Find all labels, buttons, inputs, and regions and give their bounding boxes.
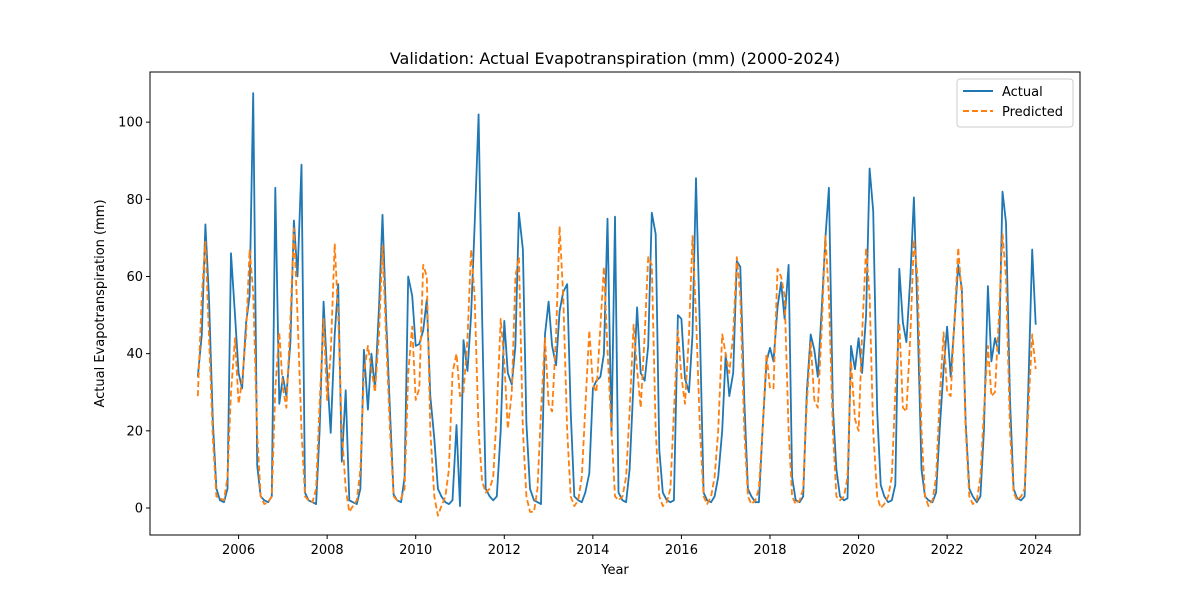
x-tick-label: 2012: [488, 543, 521, 558]
y-tick-label: 100: [118, 116, 143, 131]
legend: Actual Predicted: [956, 78, 1074, 128]
y-axis-label: Actual Evapotranspiration (mm): [93, 199, 108, 407]
y-tick-label: 60: [126, 270, 143, 285]
axes-border: [149, 71, 1081, 536]
chart-title: Validation: Actual Evapotranspiration (m…: [390, 49, 840, 68]
x-tick-label: 2024: [1019, 543, 1052, 558]
x-tick-label: 2008: [311, 543, 344, 558]
series-line-predicted: [196, 225, 1037, 517]
y-tick-label: 40: [126, 347, 143, 362]
plot-area: [149, 71, 1081, 536]
legend-label-actual: Actual: [1002, 85, 1043, 100]
x-axis-label: Year: [600, 563, 629, 578]
y-tick-label: 80: [126, 193, 143, 208]
y-tick-label: 20: [126, 424, 143, 439]
x-axis-ticks: 2006 2008 2010 2012 2014 2016 2018 2020 2022 2024: [222, 535, 1052, 558]
x-tick-label: 2020: [842, 543, 875, 558]
x-tick-label: 2018: [753, 543, 786, 558]
x-tick-label: 2022: [931, 543, 964, 558]
axes-frame: [150, 72, 1080, 535]
x-tick-label: 2010: [399, 543, 432, 558]
x-tick-label: 2016: [665, 543, 698, 558]
x-tick-label: 2014: [576, 543, 609, 558]
series-layer: [196, 92, 1037, 517]
y-tick-label: 0: [135, 501, 143, 516]
y-axis-ticks: 0 20 40 60 80 100: [118, 116, 150, 516]
legend-label-predicted: Predicted: [1002, 105, 1063, 120]
x-tick-label: 2006: [222, 543, 255, 558]
